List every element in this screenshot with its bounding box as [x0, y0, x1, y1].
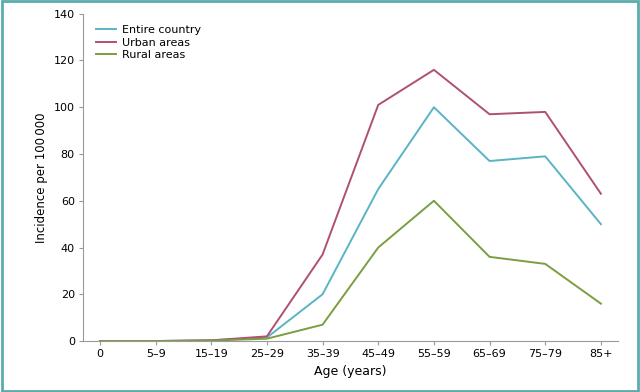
- Entire country: [374, 187, 382, 191]
- Rural areas: [152, 339, 159, 343]
- Rural areas: [541, 261, 549, 266]
- Entire country: [207, 338, 215, 343]
- Rural areas: [319, 322, 326, 327]
- Rural areas: [207, 338, 215, 343]
- Urban areas: [430, 67, 438, 72]
- Urban areas: [263, 334, 271, 339]
- Entire country: [96, 339, 104, 343]
- Urban areas: [486, 112, 493, 116]
- Entire country: [430, 105, 438, 110]
- Rural areas: [597, 301, 605, 306]
- Y-axis label: Incidence per 100 000: Incidence per 100 000: [35, 112, 48, 243]
- Entire country: [486, 159, 493, 163]
- Rural areas: [430, 198, 438, 203]
- Urban areas: [152, 339, 159, 343]
- Entire country: [152, 339, 159, 343]
- Urban areas: [207, 338, 215, 343]
- Line: Entire country: Entire country: [100, 107, 601, 341]
- Rural areas: [96, 339, 104, 343]
- Legend: Entire country, Urban areas, Rural areas: Entire country, Urban areas, Rural areas: [94, 23, 204, 63]
- Rural areas: [486, 254, 493, 259]
- Line: Rural areas: Rural areas: [100, 201, 601, 341]
- Line: Urban areas: Urban areas: [100, 70, 601, 341]
- X-axis label: Age (years): Age (years): [314, 365, 387, 378]
- Urban areas: [597, 191, 605, 196]
- Entire country: [541, 154, 549, 159]
- Rural areas: [374, 245, 382, 250]
- Entire country: [597, 222, 605, 227]
- Urban areas: [319, 252, 326, 257]
- Rural areas: [263, 336, 271, 341]
- Urban areas: [96, 339, 104, 343]
- Entire country: [319, 292, 326, 297]
- Urban areas: [374, 103, 382, 107]
- Entire country: [263, 335, 271, 340]
- Urban areas: [541, 110, 549, 114]
